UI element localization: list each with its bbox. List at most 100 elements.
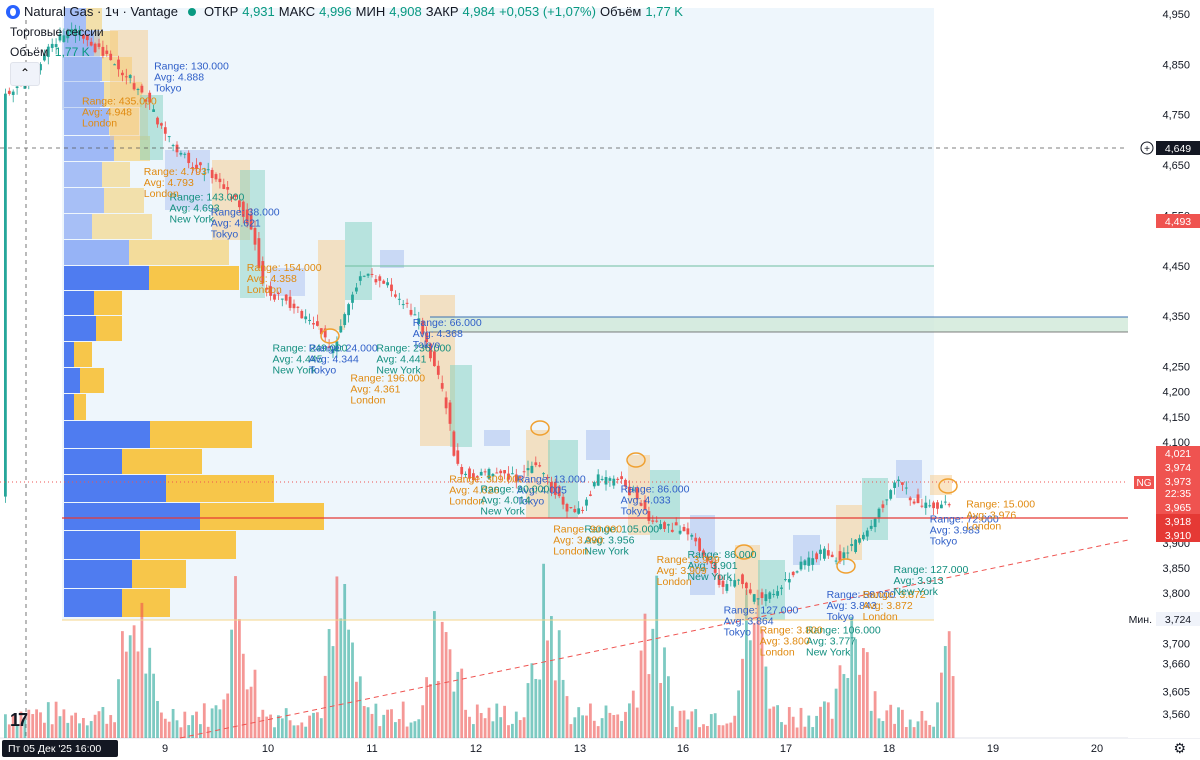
candle-body (93, 43, 97, 53)
candle-body (908, 497, 912, 501)
session-box (318, 240, 345, 330)
y-tick-label: 4,150 (1162, 412, 1190, 424)
collapse-indicators-button[interactable]: ⌃ (10, 62, 40, 86)
candle-body (175, 144, 179, 153)
volume-bar (838, 665, 842, 738)
volume-bar (581, 715, 584, 738)
candle-body (553, 481, 557, 495)
candle-body (257, 238, 261, 269)
y-tick-label: 4,250 (1162, 362, 1190, 374)
vp-blue-bar (64, 266, 149, 290)
candle-body (191, 167, 194, 169)
candle-body (218, 178, 222, 183)
candle-body (912, 501, 916, 504)
session-label-line: London (82, 118, 117, 130)
y-tick-label: 3,800 (1162, 588, 1190, 600)
volume-bar (347, 629, 350, 738)
candle-body (819, 549, 822, 554)
volume-indicator[interactable]: Объём 1,77 K (10, 45, 90, 59)
session-label-line: Range: 435.000 (82, 96, 157, 108)
volume-bar (82, 718, 85, 738)
sessions-indicator-label[interactable]: Торговые сессии (10, 25, 104, 39)
candle-body (799, 561, 803, 570)
session-label-line: Range: 38.000 (211, 206, 280, 218)
candle-body (776, 591, 779, 596)
tradingview-logo[interactable]: 17 (10, 710, 28, 730)
session-label-line: Avg: 3.777 (806, 635, 856, 647)
candle-body (764, 594, 768, 602)
candle-body (491, 473, 495, 477)
session-box (62, 30, 100, 110)
candle-body (499, 470, 503, 474)
candle-body (15, 86, 19, 88)
volume-bar (105, 723, 109, 738)
candle-body (124, 76, 128, 78)
candle-body (635, 488, 639, 500)
candle-body (183, 153, 187, 155)
candle-body (495, 472, 499, 474)
candle-body (507, 473, 510, 480)
volume-bar (674, 726, 678, 738)
vp-yellow-bar (96, 316, 122, 341)
volume-bar (932, 726, 935, 738)
volume-bar (768, 708, 772, 738)
session-boxes (62, 30, 952, 620)
candle-body (503, 470, 506, 474)
candle-body (4, 93, 7, 497)
session-label-line: London (553, 546, 588, 558)
candle-body (741, 574, 744, 585)
session-label-line: New York (376, 364, 421, 376)
vp-blue-bar (64, 316, 96, 341)
volume-bar (331, 646, 335, 738)
volume-bar (31, 714, 35, 738)
volume-bar (854, 639, 857, 738)
volume-bar (503, 705, 506, 738)
volume-bar (70, 715, 74, 738)
candle-body (136, 89, 140, 91)
volume-bar (175, 720, 179, 738)
change-value: +0,053 (+1,07%) (499, 4, 596, 19)
candle-body (417, 318, 421, 325)
volume-bar (249, 686, 253, 738)
session-label-line: Avg: 4.026 (449, 484, 499, 496)
candle-body (885, 499, 889, 501)
price-tag-5: 3,910 (1165, 530, 1191, 542)
vp-blue-bar (64, 368, 80, 393)
candle-body (573, 508, 577, 513)
symbol-icon[interactable] (6, 4, 20, 19)
symbol-title[interactable]: Natural Gas · 1ч · Vantage (24, 4, 178, 19)
candle-body (815, 553, 818, 560)
volume-bar (592, 720, 596, 738)
candle-body (936, 502, 939, 509)
low-label: МИН (355, 4, 386, 19)
candle-body (592, 482, 596, 487)
candle-body (924, 502, 928, 509)
volume-bar (78, 723, 81, 738)
y-tick-label: 3,850 (1162, 563, 1190, 575)
price-tag-3: 3,965 (1165, 502, 1191, 514)
vp-yellow-bar (122, 449, 202, 474)
volume-bar (659, 682, 662, 738)
candle-body (277, 292, 280, 294)
volume-bar (612, 715, 616, 738)
session-marker-circle (320, 328, 340, 344)
candle-body (312, 323, 315, 325)
settings-gear-icon[interactable]: ⚙ (1173, 740, 1186, 756)
volume-bar (241, 653, 245, 738)
volume-bar (300, 722, 304, 738)
candle-body (546, 477, 549, 479)
candle-body (117, 59, 120, 70)
volume-bar (737, 690, 740, 738)
session-label-line: Range: 90.000 (553, 524, 622, 536)
